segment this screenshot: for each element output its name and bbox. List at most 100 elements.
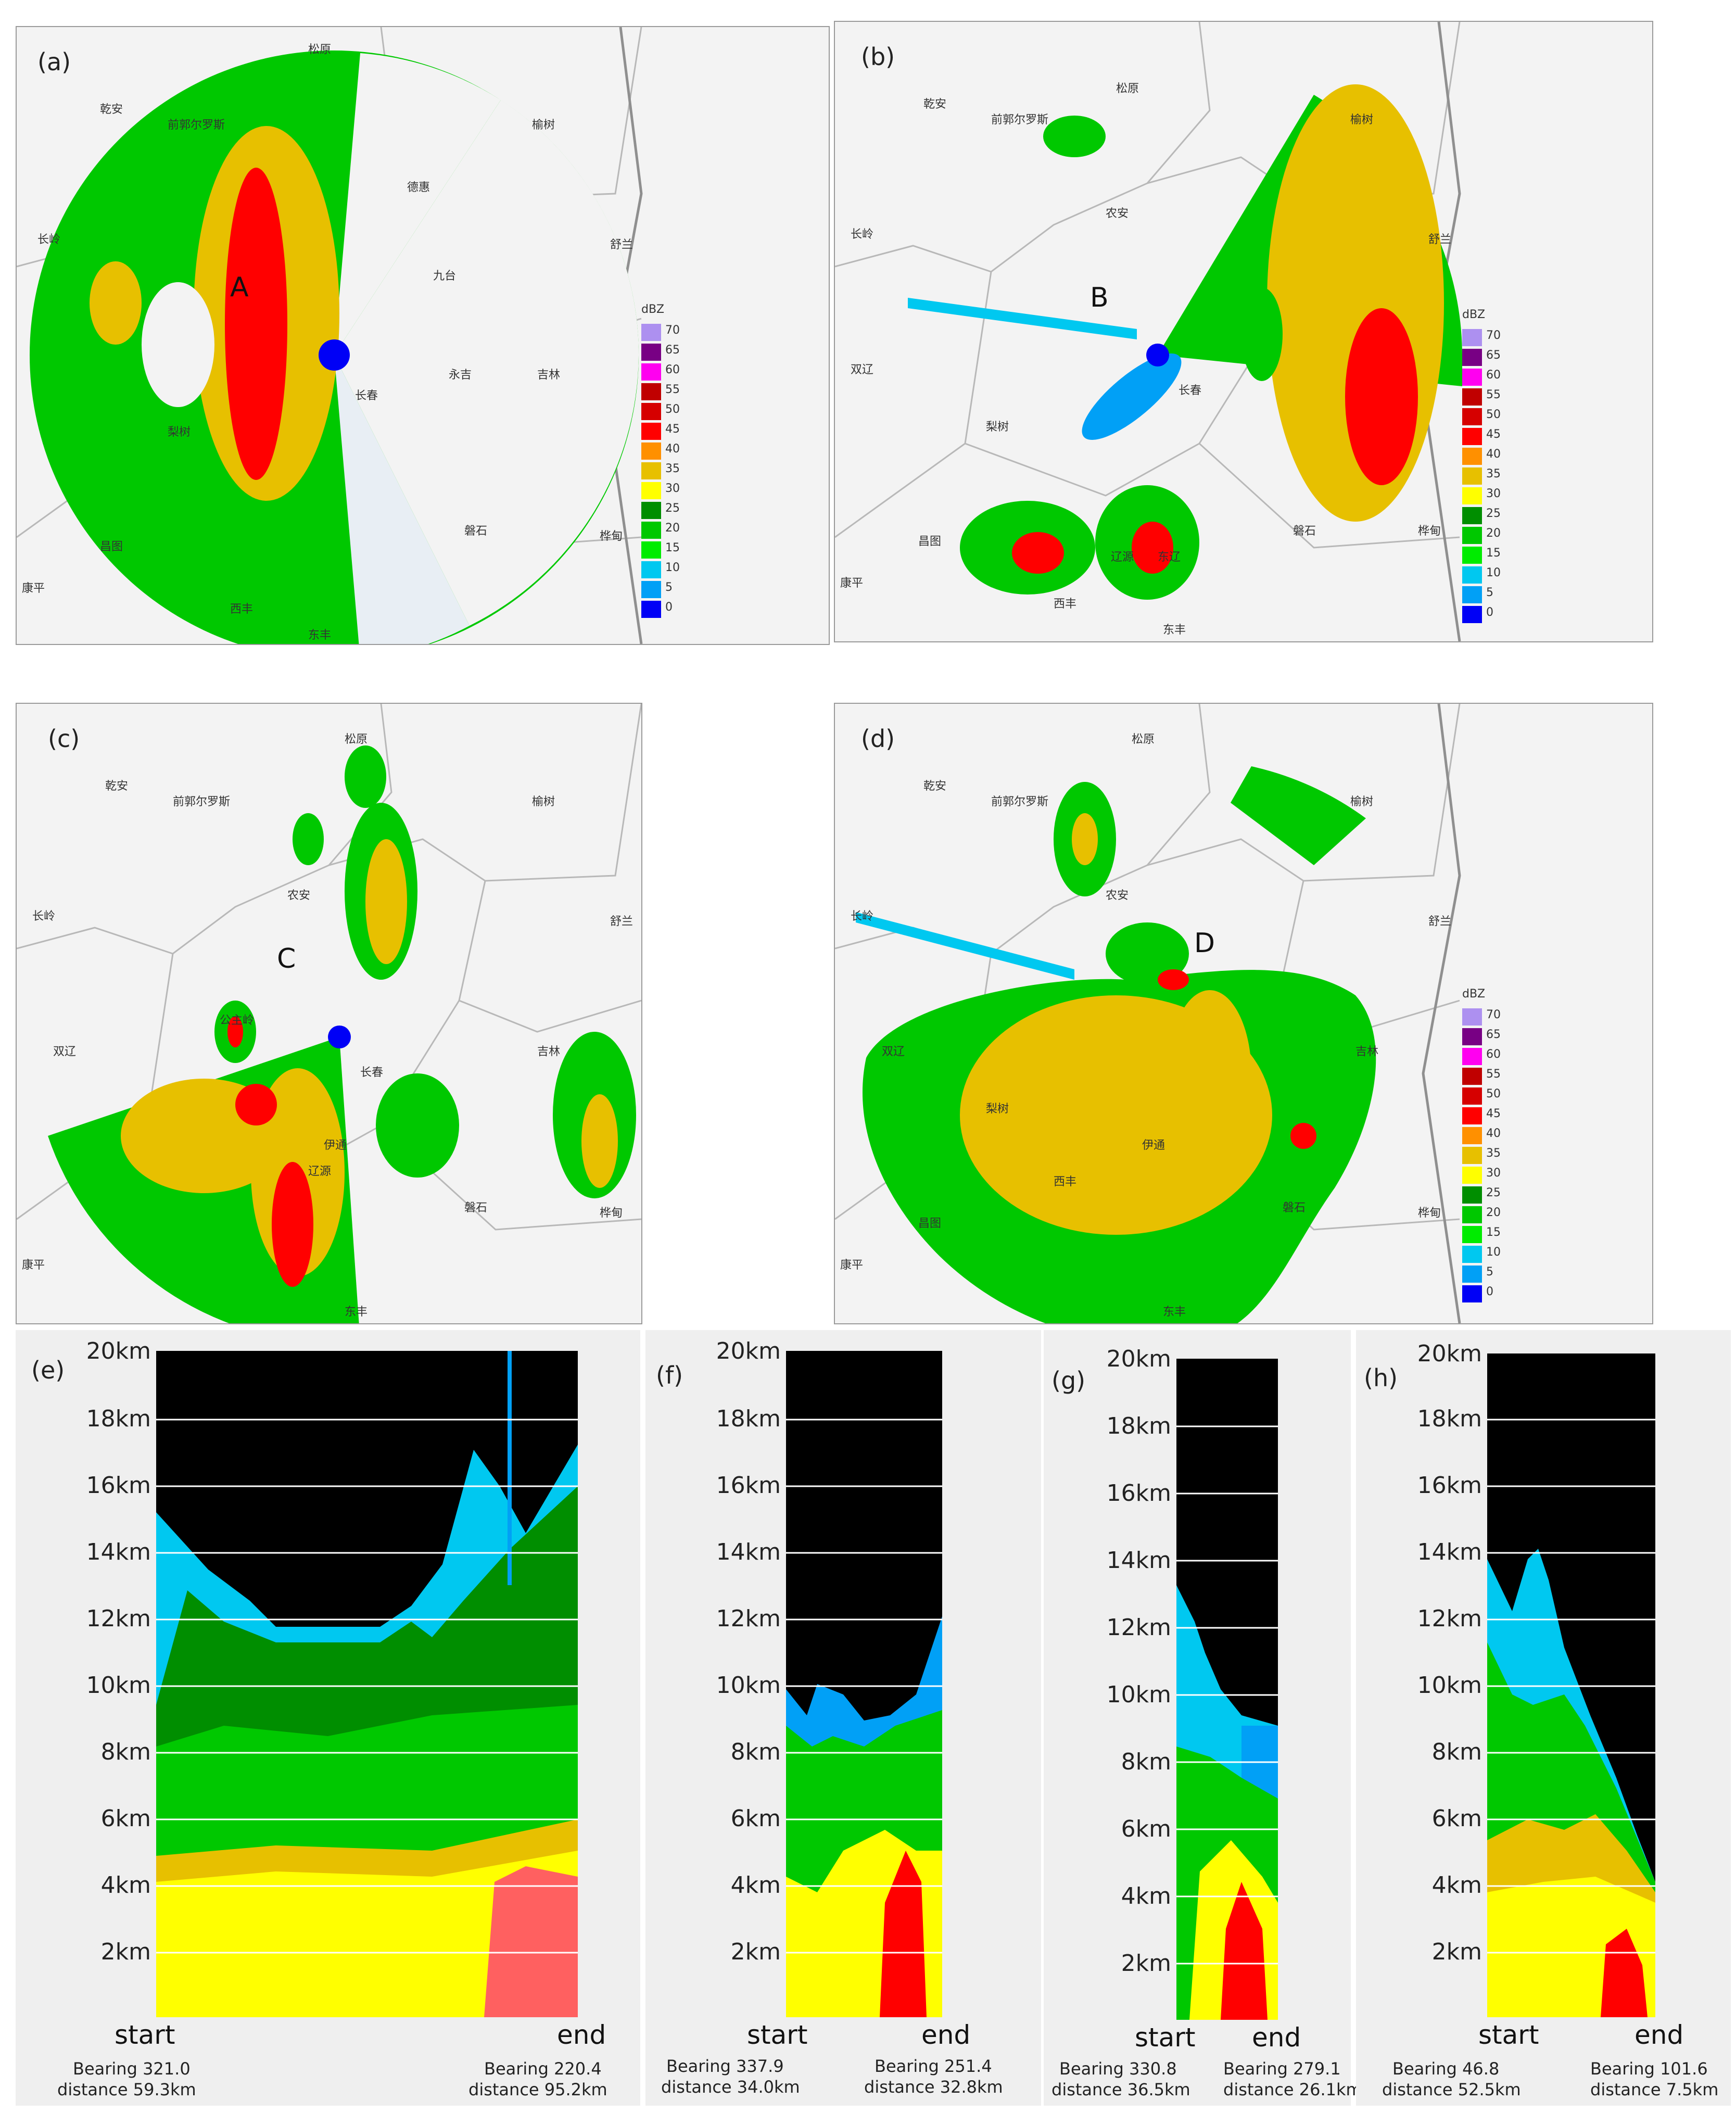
panel-label: (f)	[656, 1361, 683, 1389]
height-label: 16km	[1417, 1472, 1482, 1499]
city-label: 康平	[22, 582, 45, 595]
city-label: 桦甸	[1418, 1207, 1441, 1220]
city-label: 东丰	[1163, 624, 1186, 637]
radar-map-panel-b: (b) B 松原 乾安 前郭尔罗斯 榆树 长岭 农安 舒兰 双辽 长春 梨树 磐…	[834, 21, 1653, 642]
city-label: 长岭	[851, 910, 874, 923]
city-label: 乾安	[100, 103, 123, 116]
legend-swatch	[641, 1226, 642, 1243]
legend-level: 40	[665, 442, 680, 456]
legend-swatch	[641, 1008, 642, 1026]
legend-swatch	[1462, 1167, 1482, 1184]
legend-level: 35	[1486, 1147, 1501, 1160]
legend-swatch	[1462, 408, 1482, 425]
city-label: 康平	[22, 1259, 45, 1272]
legend-swatch	[641, 324, 661, 341]
height-label: 10km	[716, 1672, 781, 1699]
legend-level: 20	[1486, 527, 1501, 540]
legend-level: 15	[665, 541, 680, 554]
legend-level: 0	[1486, 606, 1493, 619]
marker-label: B	[1090, 282, 1109, 313]
city-label: 昌图	[918, 1217, 942, 1230]
height-label: 6km	[1121, 1816, 1171, 1842]
legend-level: 10	[1486, 1246, 1501, 1259]
height-label: 6km	[1431, 1805, 1482, 1832]
height-label: 12km	[716, 1605, 781, 1632]
legend-swatch	[1462, 1147, 1482, 1164]
legend-swatch	[641, 1285, 642, 1302]
legend-level: 5	[1486, 1266, 1493, 1279]
city-label: 长春	[1179, 384, 1202, 397]
height-label: 20km	[1417, 1340, 1482, 1367]
panel-label: (d)	[861, 725, 895, 753]
height-label: 18km	[86, 1406, 151, 1432]
radar-map-panel-a: (a) A 松原 乾安 前郭尔罗斯 榆树 长岭 德惠 九台 永吉 吉林 长春 磐…	[16, 26, 830, 645]
city-label: 农安	[1106, 207, 1129, 220]
legend-level: 20	[665, 522, 680, 535]
cross-section-f	[786, 1351, 942, 2017]
city-label: 西丰	[1054, 598, 1077, 611]
city-label: 长岭	[32, 910, 56, 923]
legend-level: 40	[1486, 1127, 1501, 1140]
legend-swatch	[641, 482, 661, 499]
radar-map-b	[835, 22, 1462, 641]
legend-level: 55	[1486, 388, 1501, 401]
legend-swatch	[1462, 1127, 1482, 1144]
city-label: 梨树	[986, 1103, 1009, 1116]
city-label: 辽源	[1111, 551, 1134, 564]
start-bearing: Bearing 46.8	[1392, 2059, 1500, 2079]
legend-swatch	[641, 344, 661, 361]
city-label: 康平	[840, 1259, 864, 1272]
city-label: 梨树	[986, 421, 1009, 434]
legend-swatch	[1462, 507, 1482, 524]
legend-level: 45	[665, 423, 680, 436]
legend-swatch	[1462, 1048, 1482, 1065]
start-label: start	[747, 2020, 808, 2050]
height-label: 20km	[716, 1338, 781, 1364]
legend-level: 60	[1486, 1048, 1501, 1061]
height-label: 6km	[100, 1805, 151, 1832]
height-label: 18km	[716, 1406, 781, 1432]
city-label: 梨树	[168, 426, 191, 439]
city-label: 磐石	[464, 525, 488, 538]
legend-level: 65	[1486, 349, 1501, 362]
legend-level: 70	[1486, 1008, 1501, 1021]
city-label: 松原	[1132, 733, 1155, 746]
height-label: 12km	[86, 1605, 151, 1632]
legend-swatch	[1462, 428, 1482, 445]
height-label: 16km	[716, 1472, 781, 1499]
legend-swatch	[641, 561, 661, 578]
legend-swatch	[641, 1246, 642, 1263]
legend-swatch	[641, 1048, 642, 1065]
legend-level: 10	[665, 561, 680, 574]
end-distance: distance 32.8km	[864, 2077, 1003, 2097]
legend-level: 60	[665, 363, 680, 376]
legend-swatch	[641, 1107, 642, 1124]
height-label: 20km	[1106, 1346, 1171, 1372]
height-label: 4km	[730, 1872, 781, 1899]
city-label: 前郭尔罗斯	[991, 795, 1049, 808]
city-label: 双辽	[53, 1045, 77, 1058]
city-label: 九台	[433, 270, 457, 283]
legend-unit: dBZ	[641, 988, 642, 1001]
city-label: 长春	[355, 389, 378, 402]
legend-swatch	[1462, 349, 1482, 366]
height-label: 2km	[730, 1939, 781, 1965]
city-label: 东丰	[1163, 1306, 1186, 1319]
legend-swatch	[1462, 586, 1482, 603]
legend-level: 40	[1486, 448, 1501, 461]
legend-level: 35	[1486, 467, 1501, 480]
legend-swatch	[1462, 1206, 1482, 1223]
height-label: 18km	[1106, 1413, 1171, 1439]
legend-level: 35	[665, 462, 680, 475]
city-label: 磐石	[464, 1201, 488, 1214]
panel-label: (c)	[48, 725, 80, 753]
city-label: 磐石	[1293, 525, 1316, 538]
legend-unit: dBZ	[1462, 988, 1486, 1001]
city-label: 吉林	[1355, 1045, 1379, 1058]
end-bearing: Bearing 251.4	[875, 2056, 992, 2076]
cross-section-panel-e: (e) 20km 18km 16km 14km 12km 10km 8km 6k…	[16, 1330, 640, 2106]
city-label: 松原	[345, 733, 368, 746]
city-label: 辽源	[308, 1165, 332, 1178]
